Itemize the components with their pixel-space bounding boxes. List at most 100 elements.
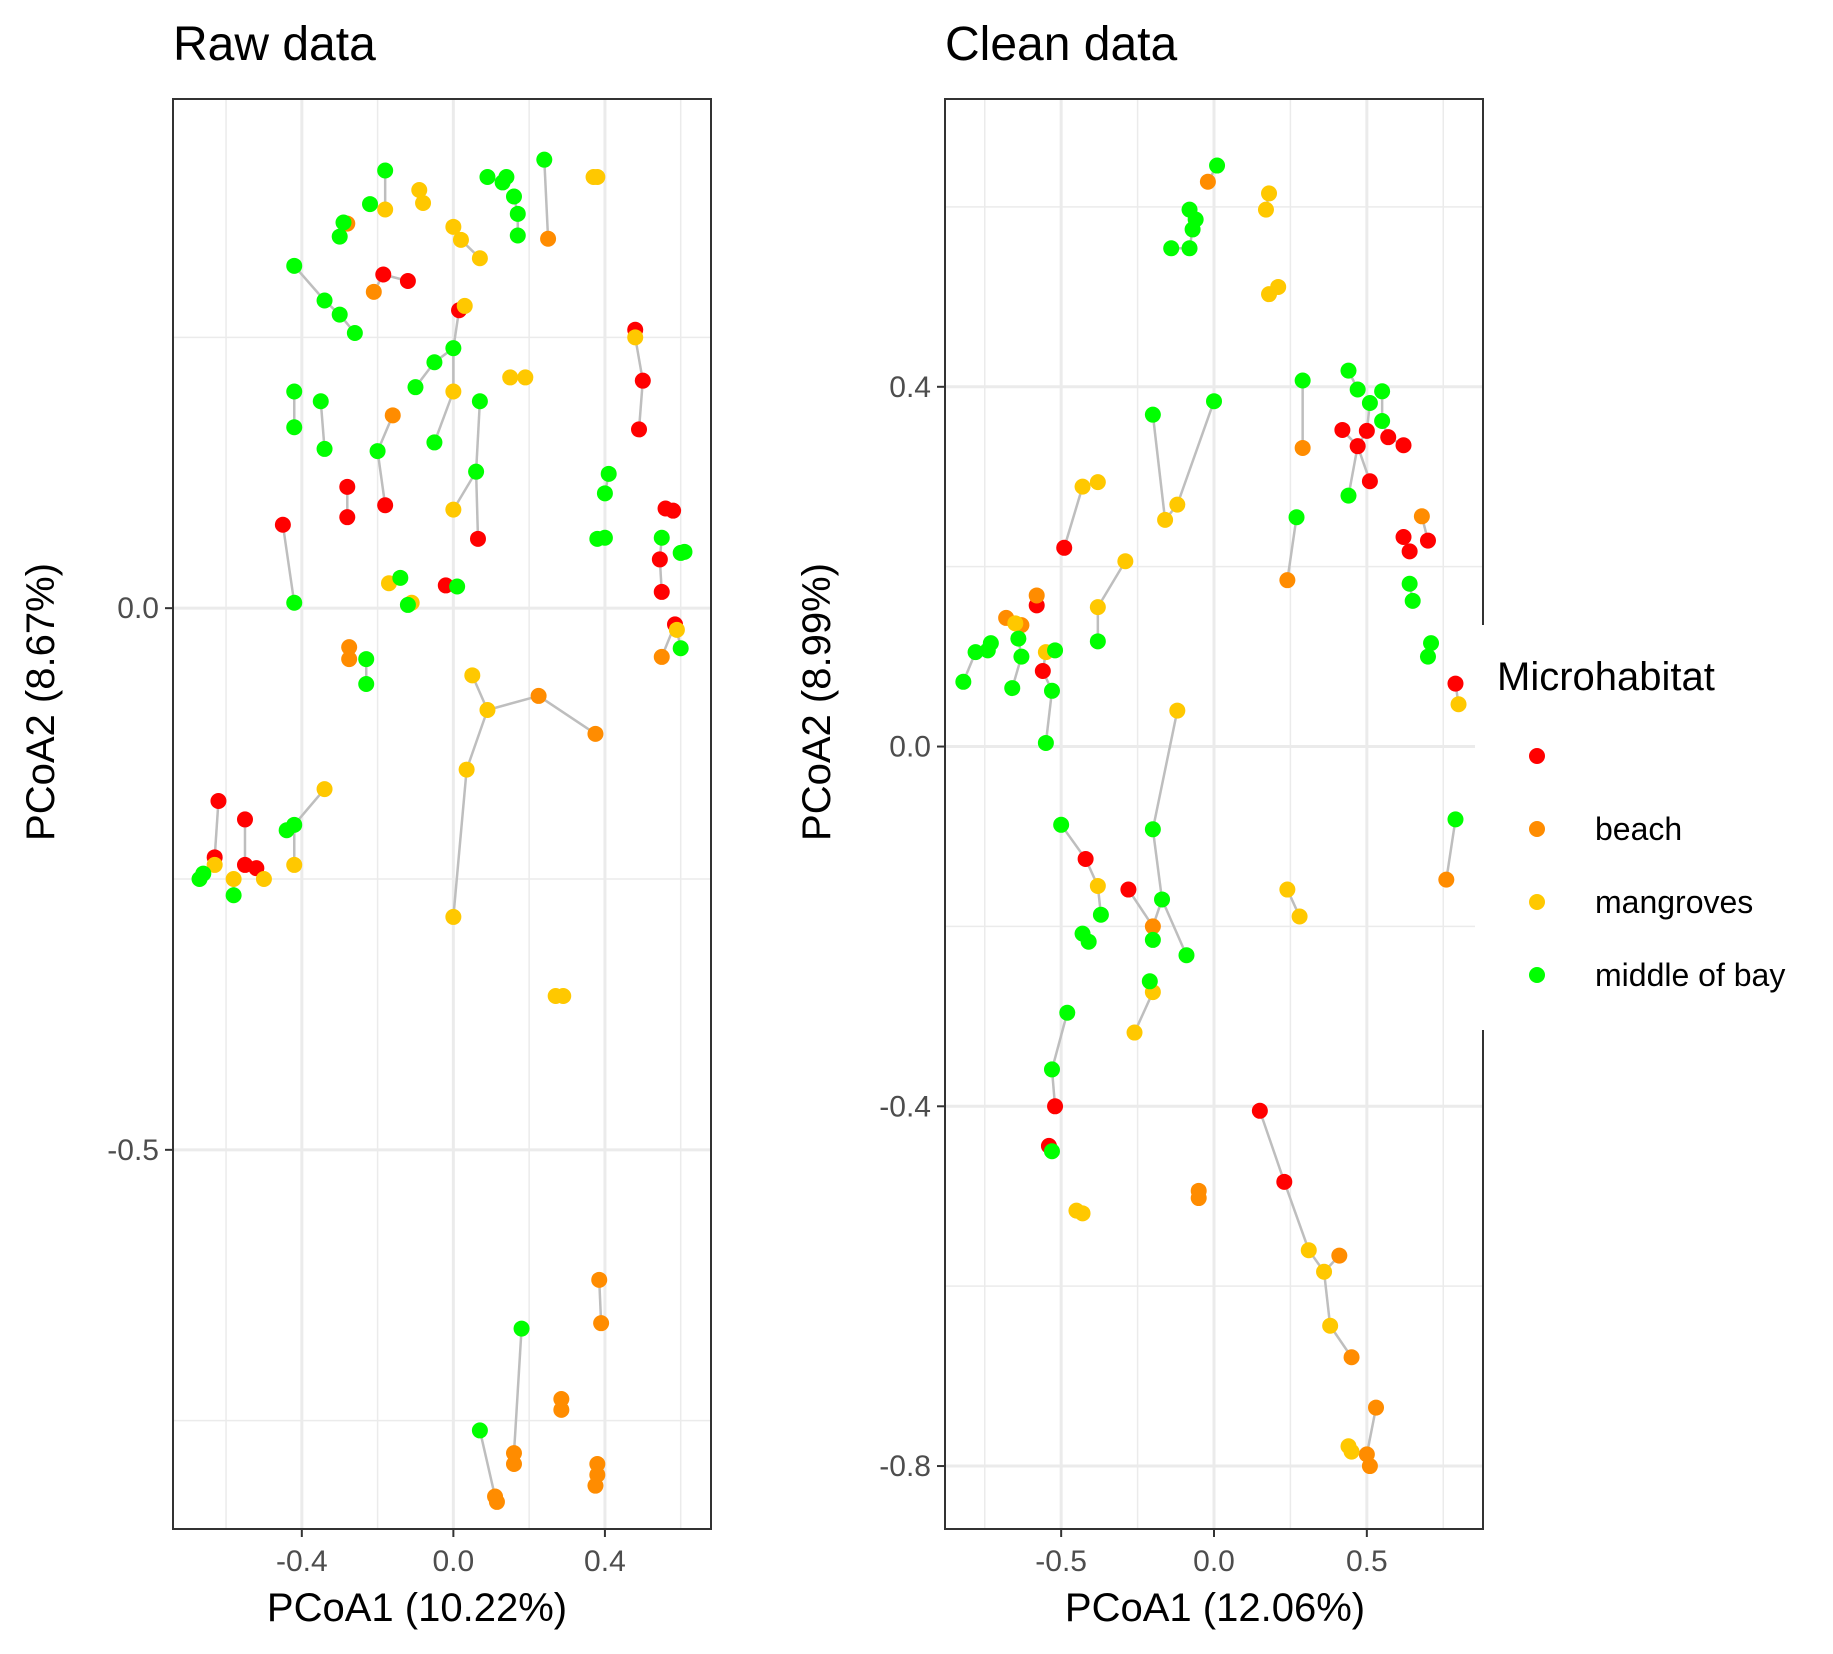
clean-data-point-middle-of-bay [1010, 630, 1027, 647]
clean-data-point-unlabeled [1395, 437, 1412, 454]
clean-data-point-middle-of-bay [955, 673, 972, 690]
raw-data-point-mangroves [377, 201, 394, 218]
clean-data-point-mangroves [1322, 1317, 1339, 1334]
clean-data-point-mangroves [1089, 599, 1106, 616]
clean-data-point-beach [1343, 1349, 1360, 1366]
raw-data-point-beach [653, 648, 670, 665]
clean-data-point-middle-of-bay [1206, 393, 1222, 410]
clean-data-point-unlabeled [1401, 543, 1418, 560]
clean-data-point-beach [1199, 173, 1216, 190]
raw-data-point-unlabeled [375, 266, 392, 283]
raw-data-point-mangroves [464, 667, 481, 684]
clean-data-y-tick-label: 0.0 [889, 731, 931, 764]
clean-data-point-middle-of-bay [1059, 1004, 1076, 1021]
raw-data-point-mangroves [479, 702, 496, 718]
raw-data-point-unlabeled [339, 509, 356, 526]
raw-data-point-mangroves [456, 297, 473, 314]
clean-data-connector-line [1160, 898, 1188, 956]
legend-key-unlabeled [1529, 748, 1545, 764]
clean-data-point-middle-of-bay [1340, 362, 1357, 379]
raw-data-connector-line [376, 450, 387, 506]
clean-data-point-mangroves [1279, 881, 1296, 898]
raw-data-point-middle-of-bay [471, 393, 488, 410]
raw-data-point-beach [540, 230, 557, 247]
raw-data-point-beach [505, 1456, 522, 1472]
raw-data-point-unlabeled [274, 516, 291, 533]
clean-data-point-middle-of-bay [1089, 633, 1106, 650]
raw-data-point-beach [341, 651, 358, 668]
raw-data-connector-line [433, 391, 455, 443]
raw-data-point-middle-of-bay [312, 393, 329, 410]
clean-data-point-middle-of-bay [1401, 575, 1418, 592]
clean-data-connector-line [1063, 486, 1084, 549]
clean-data-connector-line [1176, 400, 1216, 506]
clean-data-point-middle-of-bay [1053, 816, 1070, 833]
clean-data-point-mangroves [1007, 615, 1024, 632]
clean-data-point-middle-of-bay [1288, 509, 1305, 526]
clean-data-title: Clean data [945, 18, 1177, 71]
clean-data-x-axis-label: PCoA1 (12.06%) [1065, 1586, 1365, 1630]
raw-data-point-middle-of-bay [509, 205, 526, 222]
raw-data-point-middle-of-bay [513, 1320, 530, 1337]
raw-data-x-tick-label: 0.0 [433, 1545, 475, 1578]
raw-data-point-middle-of-bay [331, 228, 348, 245]
raw-data-y-axis-label: PCoA2 (8.67%) [19, 563, 63, 841]
raw-data-connector-line [474, 401, 482, 472]
raw-data-gridlines [173, 99, 711, 1529]
raw-data-point-mangroves [411, 182, 428, 198]
raw-data-point-unlabeled [665, 502, 682, 519]
clean-data-point-unlabeled [1056, 539, 1073, 556]
clean-data-point-middle-of-bay [1080, 933, 1097, 950]
raw-data-point-unlabeled [377, 497, 394, 514]
clean-data-point-beach [1331, 1247, 1348, 1264]
raw-data-points [191, 151, 693, 1510]
clean-data-point-beach [1190, 1190, 1207, 1207]
raw-data-title: Raw data [173, 18, 376, 71]
raw-data-point-middle-of-bay [399, 596, 416, 613]
clean-data-y-tick-label: -0.4 [879, 1090, 931, 1123]
raw-data-point-mangroves [415, 195, 432, 211]
clean-data-point-middle-of-bay [1163, 240, 1180, 257]
raw-data-point-unlabeled [653, 583, 670, 600]
raw-data-connector-line [537, 694, 597, 735]
raw-data-point-middle-of-bay [407, 379, 424, 396]
raw-data-point-mangroves [255, 871, 272, 887]
raw-data-point-beach [591, 1271, 608, 1288]
clean-data-connector-line [1283, 1181, 1310, 1251]
clean-data-point-middle-of-bay [1184, 221, 1201, 238]
clean-data-point-beach [1361, 1458, 1378, 1475]
clean-data-connector-line [1286, 517, 1298, 581]
raw-data-point-mangroves [471, 250, 488, 267]
raw-data-point-middle-of-bay [335, 214, 352, 231]
clean-data-point-middle-of-bay [1294, 372, 1311, 389]
clean-data-point-middle-of-bay [1043, 682, 1060, 699]
clean-data-x-tick-label: 0.0 [1193, 1545, 1235, 1578]
raw-data-point-middle-of-bay [346, 325, 363, 341]
raw-data-connector-line [478, 1430, 497, 1497]
clean-data-point-unlabeled [1047, 1098, 1064, 1115]
raw-data-point-middle-of-bay [509, 227, 526, 244]
raw-data-ticks: -0.4 0.0 0.4 0.0 -0.5 [107, 592, 625, 1578]
raw-data-y-tick-label: 0.0 [117, 592, 159, 625]
raw-data-point-beach [593, 1315, 610, 1332]
clean-data-point-middle-of-bay [1419, 648, 1436, 665]
clean-data-connector-line [1445, 819, 1457, 880]
raw-data-point-mangroves [517, 369, 534, 386]
raw-data-connector-line [281, 524, 296, 603]
legend-label-mangroves: mangroves [1595, 884, 1753, 920]
clean-data-point-mangroves [1157, 511, 1174, 528]
raw-data-point-unlabeled [631, 421, 648, 438]
raw-data-point-middle-of-bay [358, 676, 375, 692]
raw-data-point-mangroves [445, 218, 462, 235]
raw-data-point-middle-of-bay [445, 340, 462, 357]
raw-data-point-middle-of-bay [358, 651, 375, 668]
clean-data-point-unlabeled [1380, 429, 1397, 446]
clean-data-point-middle-of-bay [1374, 383, 1391, 400]
clean-data-point-mangroves [1169, 496, 1186, 513]
clean-data-point-mangroves [1257, 201, 1274, 218]
clean-data-point-middle-of-bay [1144, 821, 1161, 838]
raw-data-point-middle-of-bay [286, 594, 303, 611]
clean-data-point-beach [1368, 1399, 1385, 1416]
raw-data-point-unlabeled [210, 793, 227, 809]
clean-data-point-unlabeled [1120, 881, 1137, 898]
